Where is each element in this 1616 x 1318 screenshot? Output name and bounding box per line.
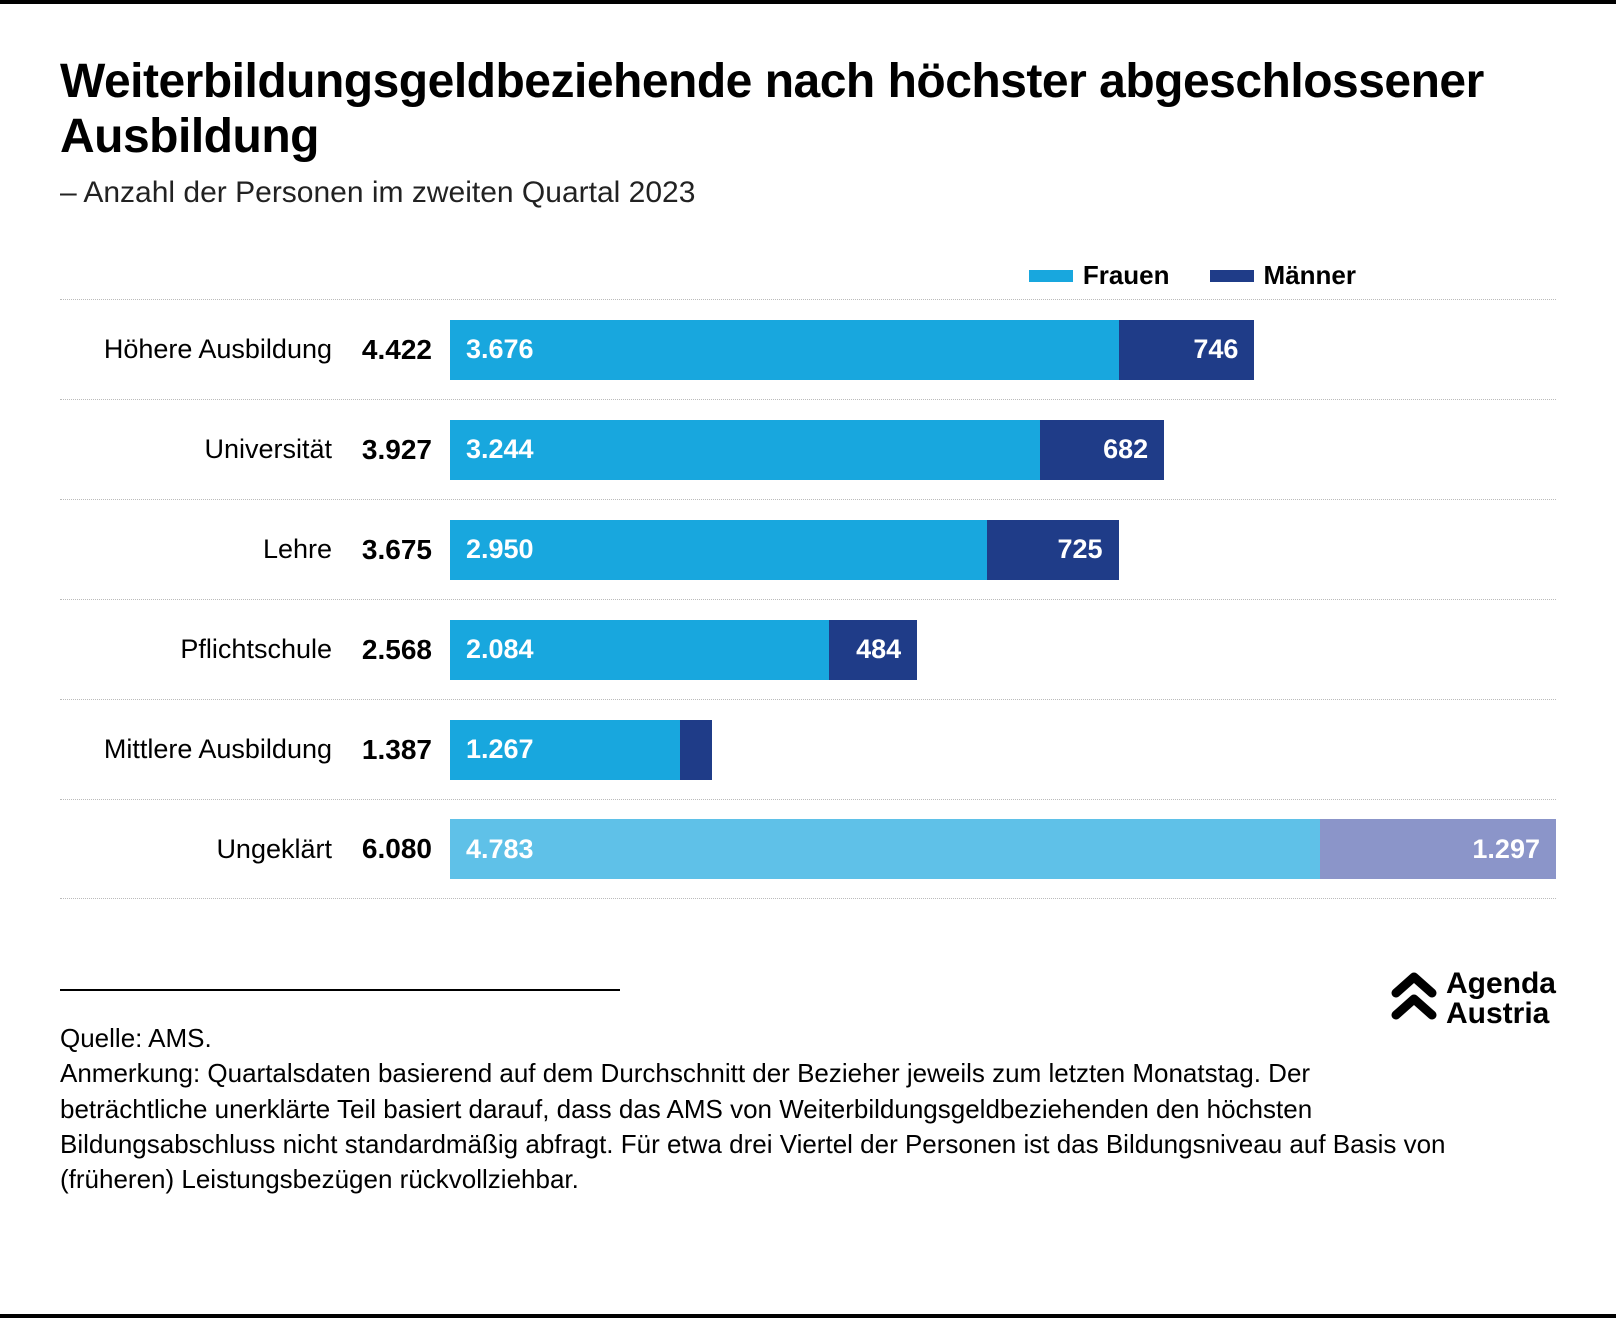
bar-segment-men: 484 [829, 620, 917, 680]
bar-segment-men: 1.297 [1320, 819, 1556, 879]
legend-swatch-women [1029, 270, 1073, 282]
row-label: Lehre [60, 534, 350, 565]
legend-label-men: Männer [1264, 260, 1356, 291]
bar-segment-women: 3.244 [450, 420, 1040, 480]
legend-label-women: Frauen [1083, 260, 1170, 291]
legend-swatch-men [1210, 270, 1254, 282]
row-total: 6.080 [350, 833, 450, 865]
chart-title: Weiterbildungsgeldbeziehende nach höchst… [60, 54, 1556, 164]
bar-row: Höhere Ausbildung4.4223.676746 [60, 299, 1556, 399]
row-label: Universität [60, 434, 350, 465]
logo-text: Agenda Austria [1446, 969, 1556, 1029]
bar-area: 3.244682 [450, 420, 1556, 480]
row-label: Höhere Ausbildung [60, 334, 350, 365]
row-total: 4.422 [350, 334, 450, 366]
bar-segment-men: 725 [987, 520, 1119, 580]
legend-item-men: Männer [1210, 260, 1356, 291]
source-label: Quelle: AMS. [60, 1021, 1460, 1056]
bar-area: 1.267 [450, 720, 1556, 780]
footer: Agenda Austria Quelle: AMS. Anmerkung: Q… [60, 989, 1556, 1196]
bar-segment-men [680, 720, 712, 780]
row-total: 3.927 [350, 434, 450, 466]
bar-row: Mittlere Ausbildung1.3871.267 [60, 699, 1556, 799]
bar-segment-women: 4.783 [450, 819, 1320, 879]
bar-segment-women: 3.676 [450, 320, 1119, 380]
bar-area: 2.084484 [450, 620, 1556, 680]
row-total: 1.387 [350, 734, 450, 766]
bar-row: Pflichtschule2.5682.084484 [60, 599, 1556, 699]
bar-area: 4.7831.297 [450, 819, 1556, 879]
bar-segment-women: 2.084 [450, 620, 829, 680]
row-total: 2.568 [350, 634, 450, 666]
legend-item-women: Frauen [1029, 260, 1170, 291]
footer-rule [60, 989, 620, 991]
logo-line2: Austria [1446, 999, 1556, 1029]
bar-chart: Höhere Ausbildung4.4223.676746Universitä… [60, 299, 1556, 899]
chart-subtitle: – Anzahl der Personen im zweiten Quartal… [60, 176, 1556, 210]
bar-segment-women: 1.267 [450, 720, 680, 780]
bar-row: Ungeklärt6.0804.7831.297 [60, 799, 1556, 899]
bar-row: Universität3.9273.244682 [60, 399, 1556, 499]
bar-segment-women: 2.950 [450, 520, 987, 580]
row-label: Ungeklärt [60, 834, 350, 865]
source-note: Anmerkung: Quartalsdaten basierend auf d… [60, 1056, 1460, 1196]
row-label: Mittlere Ausbildung [60, 734, 350, 765]
agenda-austria-logo: Agenda Austria [1390, 969, 1556, 1029]
bar-segment-men: 746 [1119, 320, 1255, 380]
logo-line1: Agenda [1446, 969, 1556, 999]
bar-segment-men: 682 [1040, 420, 1164, 480]
chevron-up-icon [1390, 971, 1438, 1027]
bar-row: Lehre3.6752.950725 [60, 499, 1556, 599]
row-total: 3.675 [350, 534, 450, 566]
bar-area: 2.950725 [450, 520, 1556, 580]
bar-area: 3.676746 [450, 320, 1556, 380]
row-label: Pflichtschule [60, 634, 350, 665]
source-text: Quelle: AMS. Anmerkung: Quartalsdaten ba… [60, 1021, 1460, 1196]
legend: Frauen Männer [60, 260, 1556, 291]
